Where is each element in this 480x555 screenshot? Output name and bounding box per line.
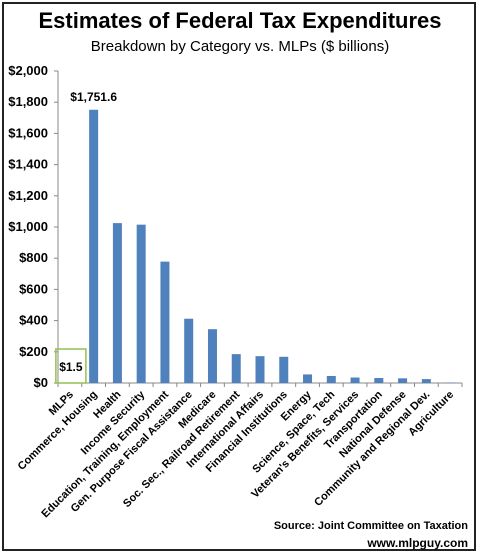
- y-tick-label: $1,800: [8, 94, 48, 109]
- bar: [398, 378, 408, 383]
- y-tick-label: $0: [34, 375, 48, 390]
- bar: [374, 378, 384, 383]
- y-tick-label: $200: [19, 344, 48, 359]
- bar: [112, 223, 122, 383]
- bar: [445, 382, 455, 384]
- y-tick-label: $1,000: [8, 219, 48, 234]
- bar: [136, 224, 146, 383]
- y-tick-label: $600: [19, 281, 48, 296]
- bar: [89, 109, 99, 383]
- bar: [350, 377, 360, 383]
- y-tick-label: $400: [19, 313, 48, 328]
- site-url: www.mlpguy.com: [367, 536, 468, 550]
- data-labels: $1.5 $1,751.6: [55, 90, 117, 384]
- x-axis: [57, 382, 463, 387]
- data-label: $1.5: [59, 360, 83, 374]
- y-axis: $0 $200 $400 $600 $800 $1,000 $1,200 $1,400 $1,6…: [8, 63, 59, 390]
- bar: [255, 356, 265, 383]
- y-tick-label: $1,400: [8, 157, 48, 172]
- chart-frame: [2, 2, 476, 551]
- y-tick-label: $800: [19, 250, 48, 265]
- data-label: $1,751.6: [70, 90, 117, 104]
- bar: [207, 329, 217, 383]
- bar: [184, 318, 194, 383]
- bar: [421, 379, 431, 383]
- bars: [65, 109, 455, 384]
- bar: [279, 356, 289, 383]
- bar: [160, 261, 170, 383]
- source-note: Source: Joint Committee on Taxation: [273, 520, 468, 532]
- y-tick-label: $2,000: [8, 63, 48, 78]
- bar: [231, 354, 241, 383]
- chart-subtitle: Breakdown by Category vs. MLPs ($ billio…: [90, 38, 390, 55]
- y-tick-label: $1,200: [8, 188, 48, 203]
- bar: [303, 374, 313, 383]
- highlight-box: [55, 348, 87, 384]
- y-tick-label: $1,600: [8, 125, 48, 140]
- bar: [326, 375, 336, 383]
- chart-title: Estimates of Federal Tax Expenditures: [38, 8, 442, 33]
